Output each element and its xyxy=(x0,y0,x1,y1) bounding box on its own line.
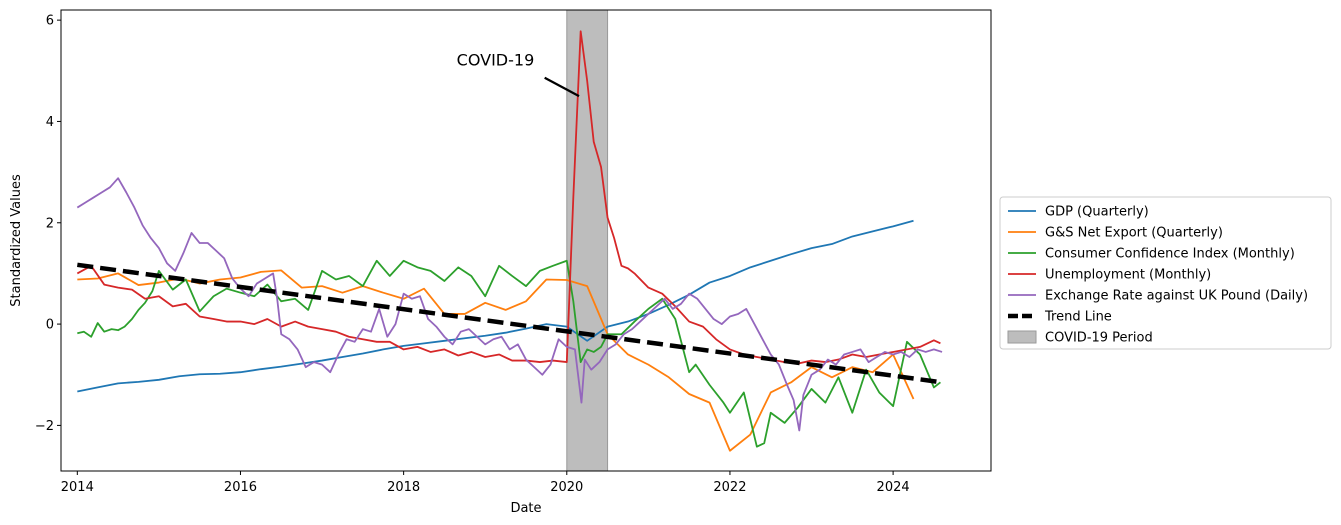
legend-label-0: GDP (Quarterly) xyxy=(1045,205,1149,220)
y-tick-label-2: 2 xyxy=(46,216,54,231)
legend-label-6: COVID-19 Period xyxy=(1045,331,1153,346)
plot-frame xyxy=(60,9,992,472)
legend-box xyxy=(999,196,1332,350)
legend: GDP (Quarterly) G&S Net Export (Quarterly… xyxy=(999,196,1332,350)
annotation-arrow-0 xyxy=(544,76,580,98)
legend-label-3: Unemployment (Monthly) xyxy=(1045,268,1211,283)
series-line-0 xyxy=(77,219,914,393)
series-line-2 xyxy=(77,259,941,448)
x-tick-label-1: 2016 xyxy=(224,480,257,495)
x-tick-label-5: 2024 xyxy=(877,480,910,495)
legend-label-2: Consumer Confidence Index (Monthly) xyxy=(1045,247,1295,262)
annotation-layer: COVID-19 xyxy=(457,51,580,98)
y-axis-label: Standardized Values xyxy=(9,174,24,307)
legend-swatch-6 xyxy=(1007,330,1037,344)
x-axis-label: Date xyxy=(510,501,541,516)
series-line-3 xyxy=(76,30,941,365)
x-tick-label-3: 2020 xyxy=(550,480,583,495)
legend-label-4: Exchange Rate against UK Pound (Daily) xyxy=(1045,289,1308,304)
legend-label-1: G&S Net Export (Quarterly) xyxy=(1045,226,1223,241)
annotation-text-0: COVID-19 xyxy=(457,51,535,70)
y-tick-label-1: 0 xyxy=(46,318,54,333)
y-tick-label-4: 6 xyxy=(46,14,54,29)
y-tick-label-0: −2 xyxy=(35,419,54,434)
axes: 2014 2016 2018 2020 2022 2024 −2 0 2 4 6 xyxy=(35,14,910,495)
x-tick-label-0: 2014 xyxy=(61,480,94,495)
x-tick-label-2: 2018 xyxy=(387,480,420,495)
series-line-5 xyxy=(77,262,943,385)
series-line-4 xyxy=(76,177,943,432)
series-layer xyxy=(76,30,943,452)
series-line-1 xyxy=(77,269,915,452)
legend-label-5: Trend Line xyxy=(1044,310,1112,325)
y-tick-label-3: 4 xyxy=(46,115,54,130)
x-tick-label-4: 2022 xyxy=(713,480,746,495)
